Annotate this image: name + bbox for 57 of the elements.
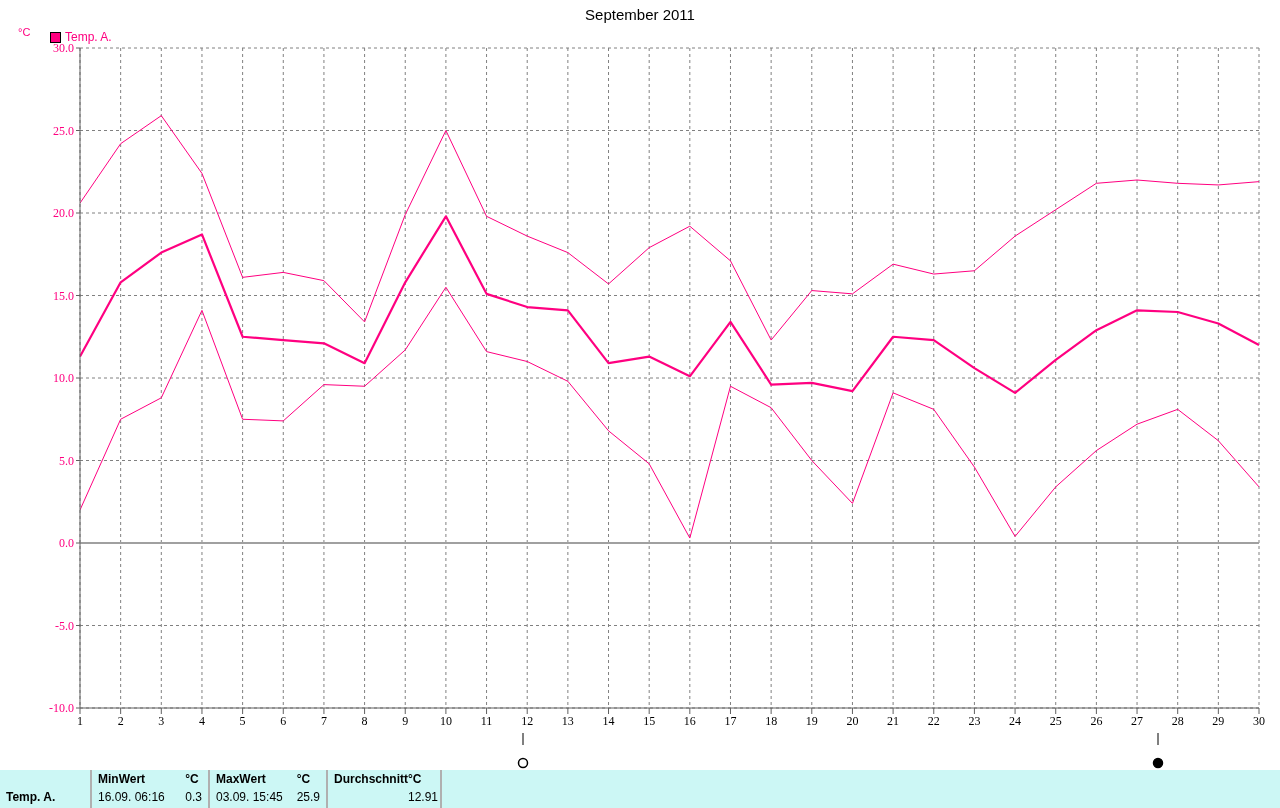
x-tick-label: 26: [1090, 713, 1103, 728]
chart-title: September 2011: [584, 6, 696, 23]
x-tick-label: 10: [439, 713, 452, 728]
x-tick-label: 11: [480, 713, 493, 728]
x-tick-label: 13: [561, 713, 574, 728]
x-tick-label: 8: [361, 713, 368, 728]
x-tick-label: 3: [158, 713, 165, 728]
y-tick-label: -5.0: [55, 618, 74, 633]
legend-label: Temp. A.: [65, 30, 112, 44]
x-tick-label: 12: [521, 713, 534, 728]
line-series: [80, 215, 1259, 394]
x-tick-label: 29: [1212, 713, 1225, 728]
x-tick-label: 14: [602, 713, 615, 728]
y-tick-label: 15.0: [53, 288, 74, 303]
x-tick-label: 6: [280, 713, 287, 728]
x-tick-label: 30: [1253, 713, 1265, 728]
x-tick-label: 16: [683, 713, 696, 728]
x-tick-label: 2: [117, 713, 124, 728]
x-tick-label: 23: [968, 713, 981, 728]
x-tick-label: 5: [239, 713, 246, 728]
x-tick-label: 17: [724, 713, 737, 728]
x-tick-label: 27: [1131, 713, 1144, 728]
x-tick-label: 24: [1009, 713, 1022, 728]
x-tick-label: 21: [887, 713, 900, 728]
y-tick-label: 5.0: [59, 453, 74, 468]
text: Temp. A.: [0, 770, 92, 808]
text: 16.09. 06:16: [98, 790, 166, 806]
x-tick-label: 1: [77, 713, 83, 728]
text: MaxWert: [216, 772, 267, 788]
y-tick-label: 20.0: [53, 206, 74, 221]
x-tick-label: 19: [805, 713, 818, 728]
x-tick-label: 22: [927, 713, 940, 728]
x-tick-label: 4: [198, 713, 205, 728]
text: °C: [296, 772, 312, 788]
x-tick-label: 25: [1049, 713, 1062, 728]
text: MinWert: [98, 772, 147, 788]
x-tick-label: 18: [765, 713, 778, 728]
x-tick-label: 15: [643, 713, 656, 728]
x-tick-label: 7: [320, 713, 327, 728]
y-tick-label: -10.0: [49, 701, 74, 716]
x-tick-label: 28: [1171, 713, 1184, 728]
text: 25.9: [296, 790, 320, 806]
text: 0.3: [185, 790, 202, 806]
line-series: [80, 115, 1259, 341]
y-axis-title: °C: [18, 26, 31, 38]
y-tick-label: 0.0: [59, 536, 74, 551]
text: Durchschnitt: [334, 772, 409, 788]
y-tick-label: 10.0: [53, 371, 74, 386]
text: °C: [408, 772, 423, 788]
text: 03.09. 15:45: [216, 790, 284, 806]
y-tick-label: 25.0: [53, 123, 74, 138]
line-series: [80, 286, 1259, 539]
text: °C: [185, 772, 200, 788]
text: 12.91: [408, 790, 439, 806]
x-tick-label: 9: [402, 713, 409, 728]
x-tick-label: 20: [846, 713, 859, 728]
y-tick-label: 30.0: [53, 41, 74, 56]
